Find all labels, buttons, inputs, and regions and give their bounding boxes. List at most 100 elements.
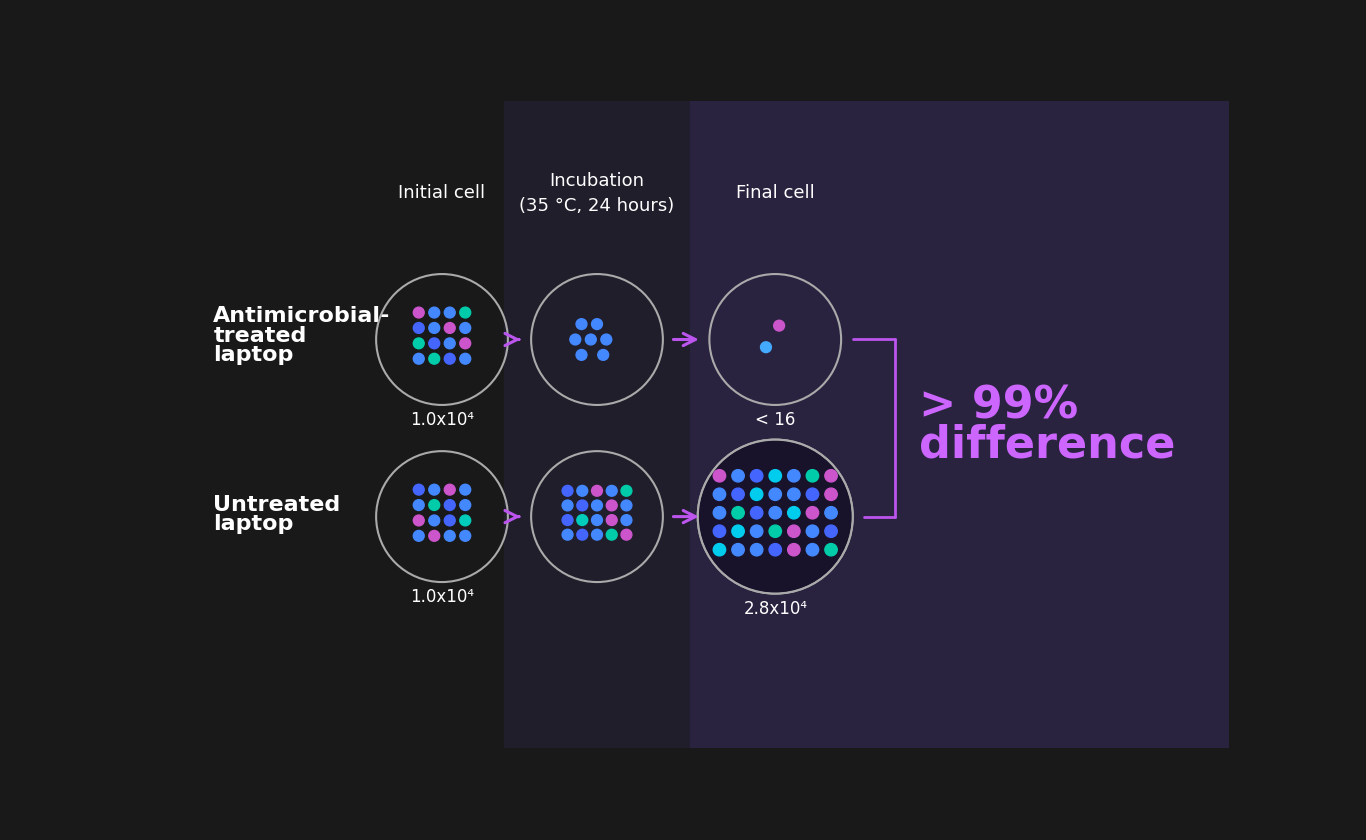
Circle shape xyxy=(429,500,440,511)
Circle shape xyxy=(444,338,455,349)
Circle shape xyxy=(460,338,471,349)
Circle shape xyxy=(750,543,762,556)
Text: Incubation
(35 °C, 24 hours): Incubation (35 °C, 24 hours) xyxy=(519,171,675,215)
Bar xyxy=(690,101,1229,748)
Circle shape xyxy=(601,334,612,345)
Circle shape xyxy=(591,515,602,526)
Circle shape xyxy=(414,531,425,541)
Circle shape xyxy=(825,543,837,556)
Circle shape xyxy=(607,529,617,540)
Circle shape xyxy=(773,320,784,331)
Circle shape xyxy=(429,484,440,495)
Circle shape xyxy=(732,507,744,519)
Circle shape xyxy=(414,354,425,364)
Circle shape xyxy=(414,323,425,333)
Text: > 99%: > 99% xyxy=(918,385,1078,428)
Circle shape xyxy=(699,441,851,592)
Circle shape xyxy=(460,323,471,333)
Circle shape xyxy=(806,488,818,501)
Circle shape xyxy=(769,543,781,556)
Circle shape xyxy=(806,525,818,538)
Circle shape xyxy=(769,507,781,519)
Text: Untreated: Untreated xyxy=(213,495,340,515)
Circle shape xyxy=(769,525,781,538)
Circle shape xyxy=(607,500,617,511)
Circle shape xyxy=(563,500,572,511)
Text: 2.8x10⁴: 2.8x10⁴ xyxy=(743,600,807,618)
Circle shape xyxy=(576,500,587,511)
Circle shape xyxy=(825,488,837,501)
Circle shape xyxy=(825,507,837,519)
Circle shape xyxy=(806,507,818,519)
Circle shape xyxy=(788,507,800,519)
Text: Antimicrobial-: Antimicrobial- xyxy=(213,307,391,327)
Circle shape xyxy=(591,318,602,329)
Circle shape xyxy=(622,486,632,496)
Circle shape xyxy=(825,470,837,482)
Circle shape xyxy=(750,507,762,519)
Circle shape xyxy=(429,354,440,364)
Circle shape xyxy=(713,543,725,556)
Text: Final cell: Final cell xyxy=(736,184,814,202)
Circle shape xyxy=(713,525,725,538)
Circle shape xyxy=(598,349,609,360)
Circle shape xyxy=(460,484,471,495)
Circle shape xyxy=(414,307,425,318)
Circle shape xyxy=(460,515,471,526)
Circle shape xyxy=(429,323,440,333)
Text: laptop: laptop xyxy=(213,345,294,365)
Circle shape xyxy=(414,515,425,526)
Circle shape xyxy=(788,488,800,501)
Circle shape xyxy=(769,488,781,501)
Circle shape xyxy=(414,484,425,495)
Circle shape xyxy=(788,543,800,556)
Text: < 16: < 16 xyxy=(755,412,795,429)
Circle shape xyxy=(622,515,632,526)
Circle shape xyxy=(563,515,572,526)
Circle shape xyxy=(444,531,455,541)
Circle shape xyxy=(444,307,455,318)
Circle shape xyxy=(576,515,587,526)
Circle shape xyxy=(444,323,455,333)
Circle shape xyxy=(414,500,425,511)
Circle shape xyxy=(444,500,455,511)
Circle shape xyxy=(713,507,725,519)
Circle shape xyxy=(750,488,762,501)
Circle shape xyxy=(591,529,602,540)
Circle shape xyxy=(769,470,781,482)
Circle shape xyxy=(460,500,471,511)
Text: 1.0x10⁴: 1.0x10⁴ xyxy=(410,589,474,606)
Circle shape xyxy=(576,349,587,360)
Circle shape xyxy=(460,354,471,364)
Circle shape xyxy=(563,529,572,540)
Text: 1.0x10⁴: 1.0x10⁴ xyxy=(410,412,474,429)
Circle shape xyxy=(713,470,725,482)
Circle shape xyxy=(591,486,602,496)
Circle shape xyxy=(607,486,617,496)
Circle shape xyxy=(429,338,440,349)
Circle shape xyxy=(444,484,455,495)
Circle shape xyxy=(622,529,632,540)
Circle shape xyxy=(788,525,800,538)
Circle shape xyxy=(732,543,744,556)
Circle shape xyxy=(732,488,744,501)
Circle shape xyxy=(576,529,587,540)
Circle shape xyxy=(444,354,455,364)
Circle shape xyxy=(591,500,602,511)
Circle shape xyxy=(806,470,818,482)
Circle shape xyxy=(460,307,471,318)
Circle shape xyxy=(429,307,440,318)
Circle shape xyxy=(586,334,596,345)
Text: treated: treated xyxy=(213,326,307,345)
Circle shape xyxy=(460,531,471,541)
Bar xyxy=(504,101,690,748)
Circle shape xyxy=(414,338,425,349)
Circle shape xyxy=(761,342,772,353)
Circle shape xyxy=(750,470,762,482)
Text: Initial cell: Initial cell xyxy=(399,184,485,202)
Circle shape xyxy=(429,531,440,541)
Circle shape xyxy=(444,515,455,526)
Text: laptop: laptop xyxy=(213,514,294,534)
Circle shape xyxy=(788,470,800,482)
Bar xyxy=(171,101,504,748)
